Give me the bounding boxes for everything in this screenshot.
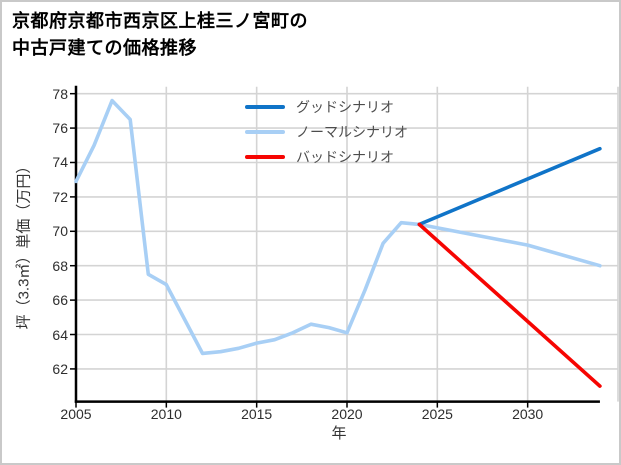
y-tick-label: 62	[52, 360, 68, 377]
legend-label: グッドシナリオ	[296, 99, 394, 115]
y-tick-label: 78	[52, 85, 68, 102]
y-tick-label: 64	[52, 326, 68, 343]
good-scenario-line-swatch	[245, 105, 285, 109]
y-tick-label: 70	[52, 223, 68, 240]
x-tick-label: 2010	[150, 406, 182, 422]
series-line-グッドシナリオ	[417, 146, 602, 227]
legend-label: ノーマルシナリオ	[296, 124, 408, 140]
x-tick-label: 2015	[241, 406, 273, 422]
x-tick-label: 2030	[512, 406, 544, 422]
bad-scenario-line-swatch	[245, 155, 285, 159]
legend-item-bad-scenario: バッドシナリオ	[245, 148, 408, 166]
chart-title-line2: 中古戸建ての価格推移	[12, 38, 197, 58]
x-tick-label: 2005	[60, 406, 92, 422]
y-tick-label: 74	[52, 154, 68, 171]
y-tick-label: 72	[52, 188, 68, 205]
legend-item-good-scenario: グッドシナリオ	[245, 98, 408, 116]
y-tick-label: 68	[52, 257, 68, 274]
y-tick-label: 76	[52, 120, 68, 137]
x-tick-label: 2020	[331, 406, 363, 422]
chart-title: 京都府京都市西京区上桂三ノ宮町の 中古戸建ての価格推移	[12, 8, 308, 62]
legend-label: バッドシナリオ	[296, 149, 394, 165]
normal-scenario-line-swatch	[245, 130, 285, 134]
y-tick-label: 66	[52, 292, 68, 309]
series-line-バッドシナリオ	[417, 222, 602, 388]
legend-item-normal-scenario: ノーマルシナリオ	[245, 123, 408, 141]
chart-title-line1: 京都府京都市西京区上桂三ノ宮町の	[12, 11, 308, 31]
x-tick-label: 2025	[421, 406, 453, 422]
y-axis-label: 坪（3.3㎡）単価（万円）	[15, 158, 33, 330]
series-line-ノーマルシナリオ	[74, 98, 602, 356]
x-axis-label: 年	[331, 425, 347, 442]
legend: グッドシナリオ ノーマルシナリオ バッドシナリオ	[245, 98, 408, 173]
